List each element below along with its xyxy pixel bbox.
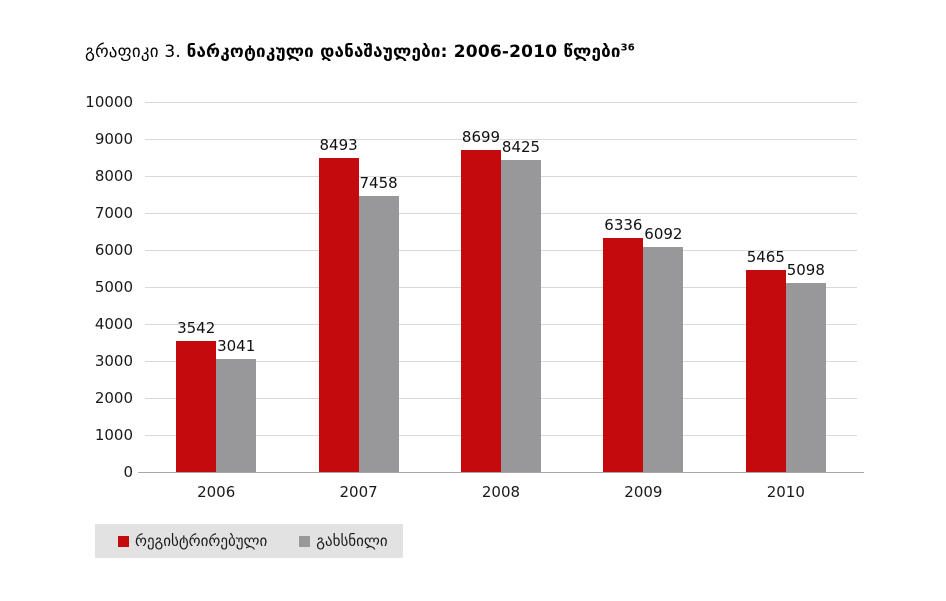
bar-value-label: 8493	[319, 135, 358, 154]
bar-value-label: 3041	[217, 337, 256, 356]
chart-title: გრაფიკი 3. ნარკოტიკული დანაშაულები: 2006…	[85, 42, 635, 62]
chart-title-prefix: გრაფიკი 3.	[85, 42, 187, 62]
chart-legend: რეგისტრირებული გახსნილი	[95, 524, 403, 558]
y-axis-tick-label: 9000	[94, 130, 133, 148]
x-axis-label: 2006	[197, 483, 236, 501]
gridline	[145, 139, 857, 140]
x-axis-label: 2009	[624, 483, 663, 501]
chart-title-footnote-marker: 36	[620, 42, 635, 54]
bar-value-label: 6336	[604, 215, 643, 234]
y-axis-tick-label: 8000	[94, 167, 133, 185]
bar-series1-2006	[216, 359, 257, 472]
y-axis-tick-label: 3000	[94, 352, 133, 370]
bar-series0-2009	[603, 237, 644, 472]
y-axis-tick-label: 10000	[85, 93, 133, 111]
gridline	[145, 102, 857, 103]
y-axis-tick-label: 0	[123, 463, 133, 481]
legend-label-solved: გახსნილი	[316, 532, 388, 550]
legend-swatch-registered	[118, 535, 129, 547]
bar-series0-2010	[745, 269, 786, 472]
legend-swatch-solved	[299, 535, 311, 547]
bar-series0-2007	[318, 157, 359, 472]
bar-series1-2007	[358, 196, 399, 472]
bar-series0-2008	[461, 150, 501, 472]
bar-value-label: 7458	[359, 174, 398, 193]
y-axis-tick-label: 6000	[94, 241, 133, 259]
bar-series1-2008	[501, 160, 541, 472]
bar-series1-2009	[643, 246, 684, 472]
y-axis-tick-label: 1000	[94, 426, 133, 444]
x-axis-line	[138, 472, 864, 473]
bar-series0-2006	[176, 340, 217, 472]
bar-value-label: 8699	[461, 128, 501, 147]
x-axis-label: 2010	[766, 483, 805, 501]
chart-title-main: ნარკოტიკული დანაშაულები: 2006-2010 წლები…	[187, 42, 635, 62]
bar-value-label: 8425	[501, 138, 541, 157]
x-axis-label: 2007	[339, 483, 378, 501]
bar-value-label: 3542	[177, 318, 216, 337]
y-axis-tick-label: 7000	[94, 204, 133, 222]
legend-label-registered: რეგისტრირებული	[135, 532, 268, 550]
x-axis-label: 2008	[481, 483, 521, 501]
bar-series1-2010	[785, 283, 826, 472]
y-axis-tick-label: 2000	[94, 389, 133, 407]
y-axis-tick-label: 5000	[94, 278, 133, 296]
bar-value-label: 5465	[746, 247, 785, 266]
bar-value-label: 5098	[786, 261, 825, 280]
y-axis-tick-label: 4000	[94, 315, 133, 333]
chart-title-main-text: ნარკოტიკული დანაშაულები: 2006-2010 წლები	[186, 42, 621, 62]
bar-value-label: 6092	[644, 224, 683, 243]
